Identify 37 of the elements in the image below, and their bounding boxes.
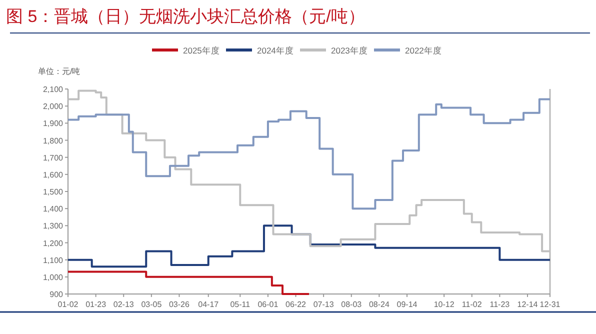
x-tick-label: 12-31 bbox=[540, 300, 561, 309]
x-tick-label: 05-11 bbox=[230, 300, 251, 309]
y-tick-label: 1,200 bbox=[42, 238, 64, 248]
x-tick-label: 11-02 bbox=[462, 300, 482, 309]
y-tick-label: 1,300 bbox=[42, 222, 64, 231]
y-tick-label: 1,000 bbox=[42, 272, 64, 282]
y-tick-label: 1,600 bbox=[42, 170, 64, 180]
chart-title: 图 5：晋城（日）无烟洗小块汇总价格（元/吨） bbox=[6, 7, 365, 26]
y-tick-label: 2,000 bbox=[42, 102, 64, 112]
y-tick-label: 1,700 bbox=[42, 153, 64, 162]
x-tick-label: 06-22 bbox=[286, 300, 307, 309]
y-tick-label: 1,900 bbox=[42, 119, 64, 128]
x-tick-label: 01-23 bbox=[86, 300, 107, 309]
x-tick-label: 10-12 bbox=[434, 300, 455, 309]
x-tick-label: 02-13 bbox=[113, 300, 134, 309]
x-tick-label: 06-01 bbox=[258, 300, 279, 309]
y-tick-label: 1,500 bbox=[42, 188, 64, 196]
legend-label: 2025年度 bbox=[183, 46, 220, 56]
y-tick-label: 1,800 bbox=[42, 136, 64, 146]
legend-label: 2024年度 bbox=[257, 46, 294, 56]
x-tick-label: 04-17 bbox=[198, 300, 220, 309]
y-tick-label: 1,400 bbox=[42, 204, 64, 214]
x-tick-label: 07-13 bbox=[313, 300, 334, 309]
x-tick-label: 12-14 bbox=[517, 300, 538, 309]
y-tick-label: 1,100 bbox=[42, 256, 64, 265]
x-tick-label: 11-23 bbox=[490, 300, 510, 309]
y-axis-title: 单位：元/吨 bbox=[38, 67, 80, 76]
y-tick-label: 2,100 bbox=[42, 85, 64, 94]
legend-label: 2022年度 bbox=[405, 46, 442, 56]
x-tick-label: 03-05 bbox=[141, 300, 162, 309]
x-tick-label: 08-24 bbox=[368, 300, 390, 309]
legend-label: 2023年度 bbox=[331, 46, 368, 56]
x-tick-label: 09-14 bbox=[396, 300, 418, 309]
x-tick-label: 08-03 bbox=[341, 300, 362, 309]
y-tick-label: 900 bbox=[50, 290, 64, 299]
x-tick-label: 01-02 bbox=[58, 300, 79, 309]
x-tick-label: 03-26 bbox=[168, 300, 190, 309]
